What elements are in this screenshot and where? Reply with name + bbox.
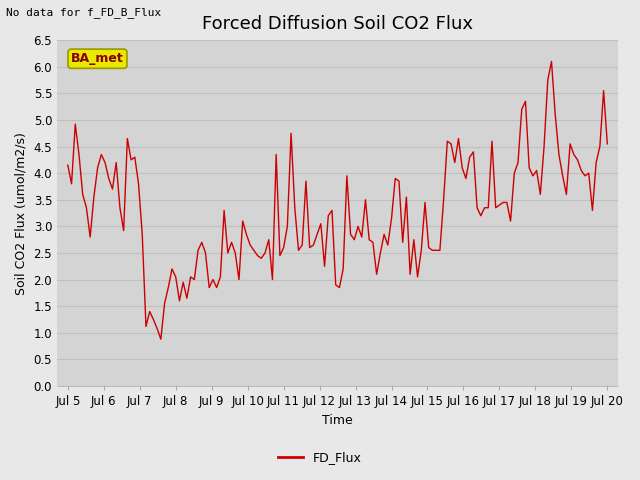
Legend: FD_Flux: FD_Flux <box>273 446 367 469</box>
X-axis label: Time: Time <box>322 414 353 427</box>
Y-axis label: Soil CO2 Flux (umol/m2/s): Soil CO2 Flux (umol/m2/s) <box>15 132 28 295</box>
Title: Forced Diffusion Soil CO2 Flux: Forced Diffusion Soil CO2 Flux <box>202 15 473 33</box>
Text: BA_met: BA_met <box>71 52 124 65</box>
Text: No data for f_FD_B_Flux: No data for f_FD_B_Flux <box>6 7 162 18</box>
